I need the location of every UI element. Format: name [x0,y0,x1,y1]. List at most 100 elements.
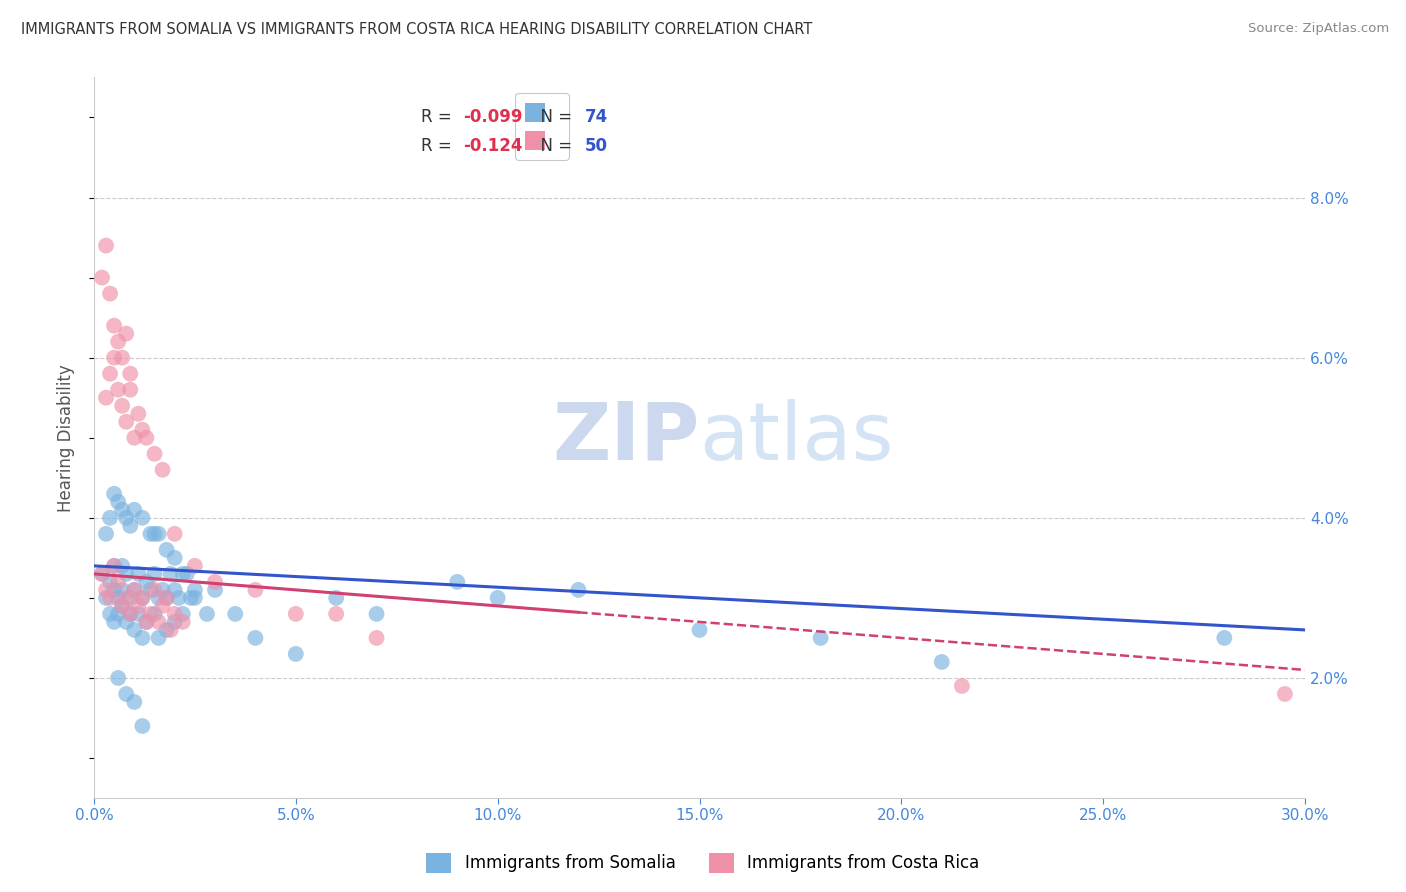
Point [131,591,153,605]
Text: Source: ZipAtlas.com: Source: ZipAtlas.com [1249,22,1389,36]
Point [172,607,194,621]
Point [107,574,129,589]
Point [135,574,157,589]
Point [163,615,186,629]
Point [124,582,146,597]
Point [139,607,162,621]
Point [163,607,186,621]
Point [111,582,134,597]
Point [107,591,129,605]
Point [155,591,177,605]
Point [325,591,347,605]
Point [446,574,468,589]
Point [98,367,121,381]
Point [107,334,129,349]
Point [148,615,170,629]
Point [111,351,134,365]
Point [135,615,157,629]
Point [94,582,117,597]
Point [124,582,146,597]
Point [91,270,114,285]
Point [91,566,114,581]
Point [94,238,117,252]
Point [143,566,166,581]
Point [98,574,121,589]
Point [155,591,177,605]
Point [111,503,134,517]
Point [103,582,125,597]
Point [107,495,129,509]
Point [98,286,121,301]
Point [131,511,153,525]
Point [115,615,138,629]
Point [94,591,117,605]
Point [107,607,129,621]
Point [131,719,153,733]
Point [127,566,149,581]
Text: R =: R = [420,108,457,126]
Point [124,695,146,709]
Point [143,607,166,621]
Point [127,407,149,421]
Point [131,591,153,605]
Point [180,591,202,605]
Point [172,566,194,581]
Point [103,615,125,629]
Point [135,431,157,445]
Point [103,318,125,333]
Point [689,623,711,637]
Point [143,447,166,461]
Text: 50: 50 [585,136,607,155]
Point [120,607,142,621]
Text: -0.124: -0.124 [464,136,523,155]
Point [245,631,267,645]
Point [325,607,347,621]
Point [163,582,186,597]
Text: N =: N = [530,108,578,126]
Point [163,526,186,541]
Point [120,383,142,397]
Point [148,526,170,541]
Point [115,511,138,525]
Point [143,526,166,541]
Point [131,631,153,645]
Point [810,631,832,645]
Point [184,558,207,573]
Point [120,591,142,605]
Point [931,655,953,669]
Text: -0.099: -0.099 [464,108,523,126]
Point [195,607,218,621]
Point [107,383,129,397]
Point [98,591,121,605]
Point [120,607,142,621]
Point [224,607,246,621]
Point [135,615,157,629]
Text: IMMIGRANTS FROM SOMALIA VS IMMIGRANTS FROM COSTA RICA HEARING DISABILITY CORRELA: IMMIGRANTS FROM SOMALIA VS IMMIGRANTS FR… [21,22,813,37]
Legend: Immigrants from Somalia, Immigrants from Costa Rica: Immigrants from Somalia, Immigrants from… [420,847,986,880]
Point [152,582,174,597]
Point [115,415,138,429]
Text: 74: 74 [585,108,607,126]
Point [163,550,186,565]
Point [111,599,134,613]
Point [98,511,121,525]
Point [94,391,117,405]
Point [155,542,177,557]
Point [155,623,177,637]
Point [159,566,181,581]
Point [107,671,129,685]
Point [103,351,125,365]
Point [115,687,138,701]
Point [245,582,267,597]
Point [284,647,307,661]
Point [103,487,125,501]
Text: N =: N = [530,136,578,155]
Point [94,526,117,541]
Point [91,566,114,581]
Point [167,591,190,605]
Point [284,607,307,621]
Point [120,367,142,381]
Point [184,591,207,605]
Point [139,526,162,541]
Point [159,623,181,637]
